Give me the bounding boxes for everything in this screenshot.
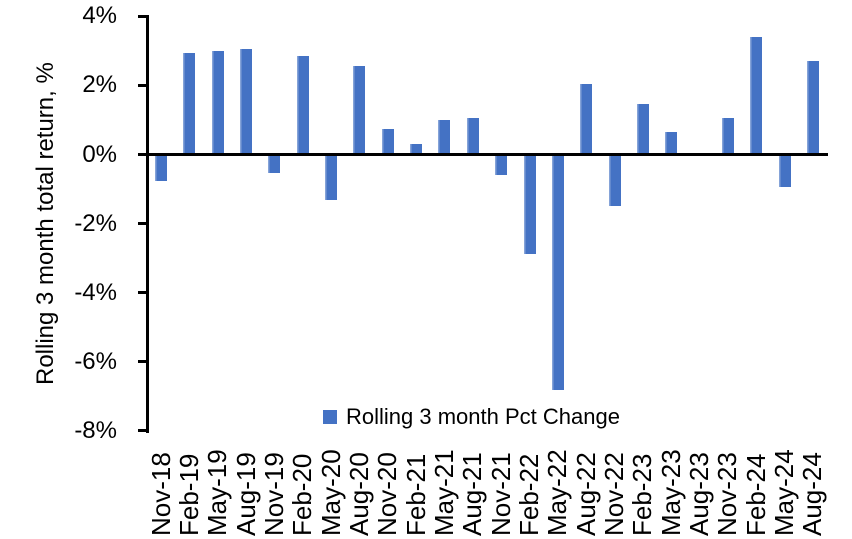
y-tick-label: -2%: [74, 209, 117, 237]
x-tick-label: Feb-21: [400, 453, 431, 536]
bar: [495, 153, 508, 175]
x-tick-label: Feb-19: [173, 453, 204, 536]
x-tick-label: Nov-20: [372, 452, 403, 536]
legend-label: Rolling 3 month Pct Change: [346, 404, 620, 429]
y-axis-line: [145, 14, 149, 433]
bar: [551, 153, 564, 391]
y-tick-label: -8%: [74, 416, 117, 444]
y-tick-label: -6%: [74, 347, 117, 375]
bar: [353, 66, 366, 157]
x-tick-label: Nov-19: [258, 452, 289, 536]
bar: [211, 50, 224, 157]
x-tick-label: Aug-24: [797, 452, 828, 536]
y-tick-mark: [138, 83, 147, 87]
x-axis-zero-line: [145, 153, 828, 156]
y-tick-label: -4%: [74, 278, 117, 306]
bar: [296, 56, 309, 157]
y-tick-label: 4%: [82, 2, 117, 30]
x-tick-label: Nov-22: [599, 452, 630, 536]
bar: [183, 52, 196, 157]
bar: [523, 153, 536, 254]
x-tick-label: Aug-19: [230, 452, 261, 536]
bar: [806, 61, 819, 157]
bar: [750, 37, 763, 157]
y-tick-mark: [138, 291, 147, 295]
bar: [665, 132, 678, 157]
x-tick-label: May-20: [315, 449, 346, 536]
x-tick-label: Nov-21: [485, 452, 516, 536]
bar: [155, 153, 167, 182]
bar: [325, 153, 338, 201]
y-tick-label: 2%: [82, 71, 117, 99]
x-tick-label: Aug-22: [570, 452, 601, 536]
y-tick-mark: [138, 153, 147, 156]
x-tick-label: Feb-23: [627, 453, 658, 536]
bar: [721, 118, 734, 157]
bar: [636, 104, 649, 157]
legend-marker-icon: [323, 410, 337, 424]
x-tick-label: May-23: [655, 449, 686, 536]
x-tick-label: Feb-22: [514, 453, 544, 536]
legend: Rolling 3 month Pct Change: [323, 403, 620, 431]
y-tick-mark: [138, 429, 147, 433]
y-tick-label: 0%: [82, 140, 117, 168]
x-tick-label: Aug-20: [343, 452, 374, 536]
x-tick-label: May-19: [202, 449, 233, 536]
y-tick-mark: [138, 14, 147, 18]
bar: [580, 83, 593, 157]
bar: [778, 153, 791, 187]
y-tick-mark: [138, 222, 147, 226]
x-tick-label: May-22: [542, 449, 573, 536]
x-tick-label: Feb-24: [740, 453, 771, 536]
bar: [240, 49, 253, 157]
y-tick-mark: [138, 360, 147, 364]
x-tick-label: Nov-23: [712, 452, 743, 536]
x-tick-label: May-21: [428, 449, 459, 536]
x-tick-label: May-24: [769, 449, 800, 536]
bar: [438, 119, 451, 157]
x-tick-label: Nov-18: [145, 452, 176, 536]
bar: [381, 128, 394, 157]
x-tick-label: Feb-20: [287, 453, 318, 536]
x-tick-label: Aug-21: [457, 452, 488, 536]
bar: [268, 153, 281, 173]
x-tick-label: Aug-23: [684, 452, 715, 536]
bar: [608, 153, 621, 206]
bar: [466, 118, 479, 157]
